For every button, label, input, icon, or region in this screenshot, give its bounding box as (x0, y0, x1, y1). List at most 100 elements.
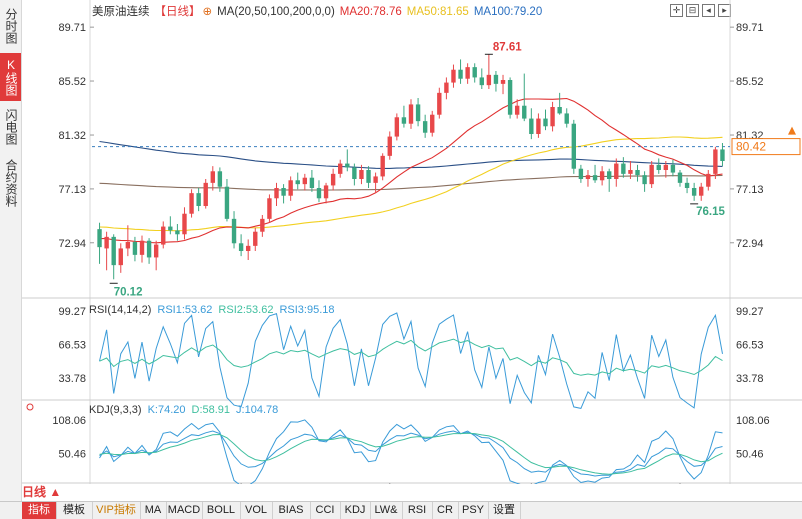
candle-body (210, 171, 215, 183)
settings-icon[interactable]: ⊕ (202, 6, 213, 18)
candle-body (316, 188, 322, 199)
zoom-out-icon[interactable]: ⊟ (686, 4, 699, 17)
candle-body (146, 240, 152, 258)
candle-body (345, 163, 350, 168)
candle-body (500, 80, 506, 84)
rsi-tick-right: 33.78 (736, 373, 764, 385)
zoom-in-icon[interactable]: ✛ (670, 4, 683, 17)
candle-body (451, 69, 456, 83)
candle-body (557, 107, 562, 114)
candle-body (642, 175, 647, 185)
candle-body (118, 248, 123, 266)
price-tick-label-right: 77.13 (736, 184, 764, 196)
candle-body (430, 114, 435, 133)
indicator-tab-0[interactable]: 指标 (22, 502, 57, 519)
candle-body (699, 186, 704, 196)
ma50-line (99, 136, 723, 232)
ma20-value: MA20:78.76 (339, 6, 402, 18)
candle-body (507, 80, 513, 115)
recent-low-label: 76.15 (696, 206, 725, 218)
candle-body (132, 242, 138, 255)
candle-body (408, 104, 414, 124)
candle-body (139, 240, 145, 255)
price-tick-label-right: 85.52 (736, 76, 764, 88)
high-price-label: 87.61 (493, 41, 522, 53)
candle-body (182, 213, 187, 235)
kdj-tick-right: 50.46 (736, 448, 764, 460)
indicator-tab-9[interactable]: KDJ (340, 502, 371, 519)
kdj-k-value: K:74.20 (148, 404, 186, 416)
kdj-j-value: J:104.78 (236, 404, 278, 416)
rsi1-value: RSI1:53.62 (157, 304, 212, 316)
price-tick-label-left: 85.52 (58, 76, 86, 88)
indicator-tab-12[interactable]: CR (432, 502, 459, 519)
indicator-tab-11[interactable]: RSI (402, 502, 433, 519)
indicator-tab-2[interactable]: VIP指标 (92, 502, 141, 519)
candle-body (260, 218, 265, 232)
candle-body (437, 92, 442, 115)
indicator-tab-10[interactable]: LW& (370, 502, 403, 519)
indicator-tab-1[interactable]: 模板 (56, 502, 93, 519)
candle-body (522, 105, 527, 119)
rsi-legend: RSI(14,14,2) RSI1:53.62 RSI2:53.62 RSI3:95.… (89, 304, 335, 316)
candle-body (514, 105, 520, 115)
indicator-tab-14[interactable]: 设置 (488, 502, 521, 519)
candle-body (536, 118, 541, 134)
candle-body (161, 226, 166, 245)
candle-body (253, 231, 258, 246)
indicator-tab-13[interactable]: PSY (458, 502, 489, 519)
candle-body (479, 77, 484, 86)
indicator-tab-7[interactable]: BIAS (272, 502, 311, 519)
tab-contract-info[interactable]: 合约资料 (4, 159, 18, 207)
tab-kline[interactable]: K线图 (0, 53, 21, 101)
candle-body (238, 243, 244, 251)
candle-body (196, 193, 201, 206)
price-tick-label-right: 89.71 (736, 22, 764, 34)
candle-body (302, 177, 308, 185)
rsi3-value: RSI3:95.18 (279, 304, 334, 316)
candle-body (656, 164, 661, 170)
candle-body (330, 173, 336, 186)
period-button-label: 日线 (22, 485, 47, 499)
candle-body (175, 230, 180, 235)
kdj-settings-icon (26, 403, 34, 411)
candle-body (649, 164, 654, 185)
candle-body (458, 69, 463, 79)
candle-body (677, 172, 683, 183)
candle-body (614, 163, 619, 179)
candle-body (401, 117, 407, 124)
candle-body (231, 218, 237, 244)
bottom-toolbar: 指标 模板 VIP指标 MA MACD BOLL VOL BIAS CCI KDJ LW& RSI CR… (0, 501, 802, 519)
ma100-line (99, 140, 723, 169)
indicator-tab-8[interactable]: CCI (310, 502, 341, 519)
indicator-tab-5[interactable]: BOLL (202, 502, 241, 519)
candle-body (104, 236, 109, 249)
price-tick-label-left: 77.13 (58, 184, 86, 196)
candle-body (621, 163, 626, 174)
period-button[interactable]: 日线 ▲ (22, 485, 62, 499)
candle-body (635, 170, 640, 176)
rsi-tick-right: 66.53 (736, 339, 764, 351)
ma100-value: MA100:79.20 (473, 6, 543, 18)
candle-body (670, 164, 676, 173)
candle-body (713, 149, 718, 174)
move-left-icon[interactable]: ◂ (702, 4, 715, 17)
kdj-tick-left: 50.46 (58, 448, 86, 460)
indicator-tab-3[interactable]: MA (140, 502, 167, 519)
candle-body (168, 226, 173, 231)
indicator-tab-4[interactable]: MACD (166, 502, 203, 519)
indicator-tab-6[interactable]: VOL (240, 502, 273, 519)
tab-timeshare[interactable]: 分时图 (4, 8, 18, 44)
tab-flash[interactable]: 闪电图 (4, 109, 18, 145)
candle-body (309, 177, 315, 188)
rsi-tick-left: 99.27 (58, 306, 86, 318)
candle-body (380, 155, 385, 177)
candle-body (578, 168, 584, 179)
candle-body (267, 198, 272, 219)
kdj-label: KDJ(9,3,3) (89, 404, 142, 416)
price-tick-label-left: 81.32 (58, 130, 86, 142)
candle-body (295, 180, 300, 185)
current-price-label: 80.42 (736, 140, 766, 154)
candle-body (359, 170, 364, 179)
